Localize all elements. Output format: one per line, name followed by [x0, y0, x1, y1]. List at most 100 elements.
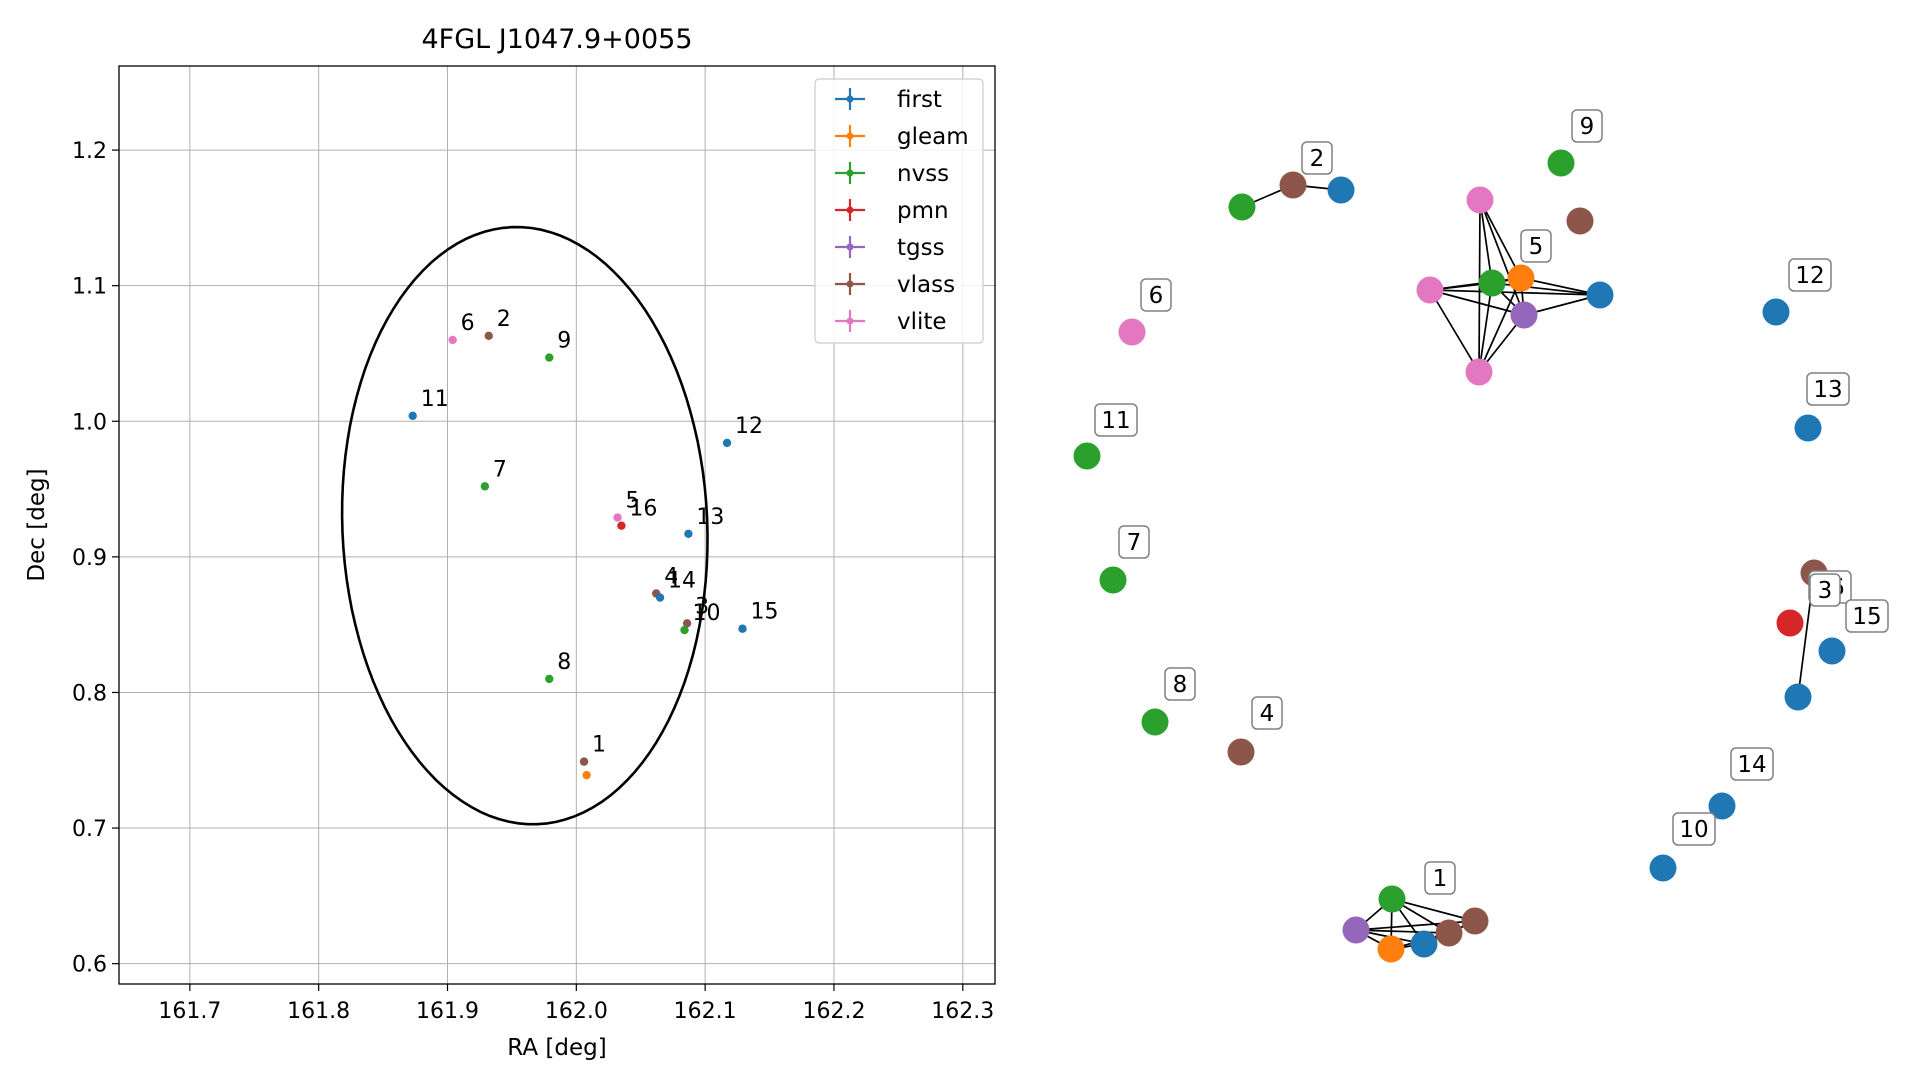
node-label-box: [1118, 525, 1150, 559]
data-point-vlite: [613, 513, 622, 522]
data-point-first: [722, 438, 732, 448]
node-label-text: 15: [1852, 604, 1881, 630]
y-tick-label: 0.8: [72, 681, 107, 706]
graph-node-tgss: [1342, 916, 1370, 944]
point-label: 1: [592, 733, 606, 758]
node-label: 2: [1301, 141, 1333, 175]
x-tick-label: 162.1: [674, 999, 737, 1024]
graph-node-first: [1784, 683, 1812, 711]
graph-edge: [1479, 199, 1522, 279]
node-label-text: 8: [1173, 672, 1188, 698]
node-label-box: [1301, 141, 1333, 175]
points-layer: [408, 331, 747, 780]
point-label: 11: [421, 387, 449, 412]
node-label-text: 12: [1795, 263, 1824, 289]
grid: [119, 66, 995, 984]
graph-node-first: [1649, 854, 1677, 882]
point-label: 4: [664, 564, 678, 589]
node-label-text: 3: [1818, 578, 1833, 604]
graph-node-nvss: [1478, 269, 1506, 297]
legend-frame: [814, 78, 984, 344]
graph-node-first: [1818, 637, 1846, 665]
node-label-box: [1140, 278, 1172, 312]
graph-node-first: [1708, 792, 1736, 820]
data-point-vlite: [448, 335, 457, 345]
legend-entry-pmn: pmn: [835, 198, 949, 224]
node-label-text: 4: [1260, 701, 1275, 727]
graph-node-gleam: [1377, 935, 1405, 963]
y-tick-label: 1.1: [72, 275, 107, 300]
node-label-text: 7: [1127, 530, 1142, 556]
ticks-layer: 161.7 161.8 161.9 162.0 162.1 162.2 162.3 0.6 0.…: [72, 139, 994, 1024]
graph-node-vlite: [1465, 358, 1493, 386]
graph-edge: [1478, 282, 1493, 373]
data-point-pmn: [617, 521, 626, 530]
node-label-text: 5: [1529, 234, 1544, 260]
node-label: 4: [1251, 696, 1283, 730]
graph-edge: [1478, 277, 1522, 373]
legend-entry-vlass: vlass: [835, 272, 955, 298]
node-label: 12: [1788, 258, 1832, 292]
data-point-first: [684, 529, 693, 539]
graph-node-nvss: [1099, 566, 1127, 594]
legend-label: nvss: [897, 161, 949, 187]
legend-marker-dot: [846, 169, 854, 177]
y-tick-label: 0.7: [72, 817, 107, 842]
y-tick-label: 0.9: [72, 546, 107, 571]
legend-label: first: [897, 87, 942, 113]
graph-node-pmn: [1776, 609, 1804, 637]
data-point-first: [655, 593, 665, 602]
node-label: 6: [1140, 278, 1172, 312]
data-point-first: [738, 624, 747, 633]
node-label-box: [1520, 229, 1552, 263]
graph-edge: [1429, 277, 1522, 291]
graph-node-nvss: [1141, 708, 1169, 736]
node-label-box: [1730, 747, 1774, 781]
legend-marker-dot: [846, 317, 854, 325]
legend-marker-dot: [846, 95, 854, 103]
data-point-nvss: [680, 625, 689, 635]
node-label-text: 1: [1433, 866, 1448, 892]
x-axis-label: RA [deg]: [507, 1035, 606, 1061]
x-tick-label: 161.7: [158, 999, 221, 1024]
x-tick-label: 162.3: [931, 999, 994, 1024]
node-label-text: 10: [1679, 817, 1708, 843]
x-tick-label: 161.8: [287, 999, 350, 1024]
node-label: 7: [1118, 525, 1150, 559]
legend-entry-gleam: gleam: [835, 124, 969, 150]
graph-edge: [1429, 289, 1480, 373]
node-label: 5: [1520, 229, 1552, 263]
legend-entry-tgss: tgss: [835, 235, 945, 261]
node-label-text: 14: [1737, 752, 1766, 778]
node-label: 11: [1094, 403, 1138, 437]
y-tick-label: 0.6: [72, 953, 107, 978]
legend-marker-dot: [846, 280, 854, 288]
node-label-text: 6: [1149, 283, 1164, 309]
legend-entry-first: first: [835, 87, 942, 113]
graph-node-vlite: [1118, 318, 1146, 346]
plot-frame: [118, 65, 996, 985]
point-label: 13: [696, 505, 724, 530]
node-label: 10: [1672, 812, 1716, 846]
data-point-vlass: [579, 757, 589, 766]
legend-entry-nvss: nvss: [835, 161, 949, 187]
graph-node-vlass: [1279, 171, 1307, 199]
graph-node-vlass: [1566, 207, 1594, 235]
error-ellipse: [340, 225, 709, 826]
graph-node-first: [1410, 930, 1438, 958]
legend-label: pmn: [897, 198, 949, 224]
legend-marker-dot: [846, 132, 854, 140]
graph-edge: [1355, 929, 1450, 934]
node-label: 9: [1571, 109, 1603, 143]
graph-node-vlass: [1227, 738, 1255, 766]
node-label-text: 11: [1101, 408, 1130, 434]
node-label-box: [1788, 258, 1832, 292]
data-point-vlass: [484, 331, 493, 341]
data-point-nvss: [545, 353, 554, 362]
node-label-text: 9: [1580, 114, 1595, 140]
point-label: 3: [695, 594, 709, 619]
data-point-nvss: [545, 674, 554, 684]
node-label-box: [1094, 403, 1138, 437]
